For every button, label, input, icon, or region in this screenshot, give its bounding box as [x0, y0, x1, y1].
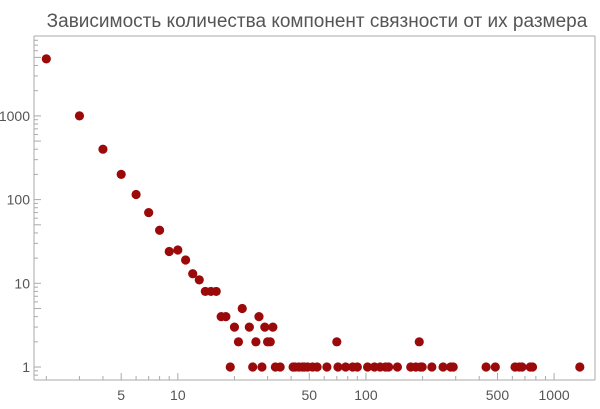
data-point [268, 322, 278, 332]
data-point [194, 275, 204, 285]
y-ticks: 1 10 100 1000 [0, 35, 41, 381]
x-tick-label: 5 [117, 387, 125, 403]
data-point [414, 337, 424, 347]
data-point [98, 144, 108, 154]
data-point [188, 269, 198, 279]
y-tick-label: 1 [22, 359, 30, 375]
data-point [144, 207, 154, 218]
data-point [116, 169, 126, 179]
data-point [257, 362, 267, 372]
data-point [427, 362, 437, 372]
data-point [154, 225, 165, 235]
data-point [312, 362, 322, 372]
chart-title: Зависимость количества компонент связнос… [47, 11, 588, 32]
data-point [332, 337, 342, 347]
data-point [275, 362, 285, 372]
data-point [244, 322, 254, 332]
data-point [211, 286, 221, 297]
x-tick-label: 50 [302, 387, 318, 403]
x-tick-label: 500 [486, 387, 510, 403]
data-point [164, 246, 174, 257]
data-point [575, 362, 585, 372]
data-point [265, 337, 275, 347]
data-point [490, 362, 500, 372]
data-point [237, 303, 247, 314]
x-tick-label: 1000 [539, 387, 570, 403]
data-points [41, 54, 585, 372]
data-point [254, 312, 264, 322]
data-point [173, 245, 183, 255]
y-tick-label: 100 [7, 192, 31, 208]
data-point [225, 362, 235, 372]
x-tick-label: 100 [354, 387, 378, 403]
data-point [248, 362, 258, 372]
y-tick-label: 10 [14, 275, 30, 291]
data-point [333, 362, 343, 372]
data-point [229, 322, 240, 332]
data-point [251, 337, 261, 347]
data-point [221, 312, 231, 322]
data-point [481, 362, 491, 372]
data-point [74, 111, 85, 121]
data-point [322, 362, 332, 372]
data-point [260, 322, 270, 332]
data-point [352, 362, 362, 372]
data-point [233, 337, 244, 347]
data-point [392, 362, 403, 372]
y-tick-label: 1000 [0, 108, 30, 124]
data-point [181, 255, 191, 265]
data-point [384, 362, 394, 372]
data-point [362, 362, 373, 372]
data-point [527, 362, 538, 372]
data-point [417, 362, 427, 372]
data-point [517, 362, 527, 372]
x-tick-label: 10 [170, 387, 186, 403]
data-point [41, 54, 51, 64]
data-point [131, 189, 141, 200]
data-point [438, 362, 448, 372]
x-ticks: 5 10 50 100 500 1000 [45, 373, 570, 403]
data-point [341, 362, 351, 372]
data-point [448, 362, 458, 372]
